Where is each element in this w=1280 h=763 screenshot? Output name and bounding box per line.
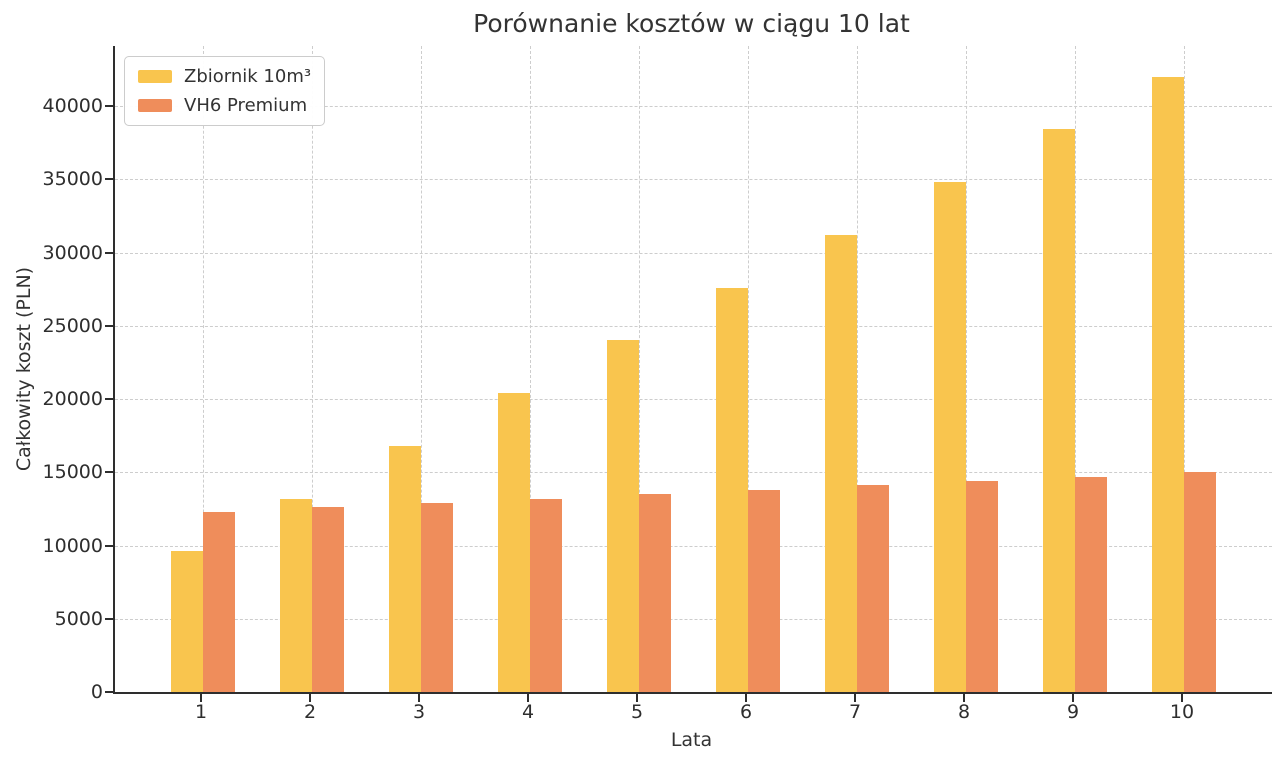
legend-label-vh6-premium: VH6 Premium <box>184 95 308 116</box>
bar-zbiornik-10m-year-10 <box>1152 76 1184 692</box>
x-tick-mark-8 <box>963 694 965 702</box>
y-tick-mark-0 <box>105 691 113 693</box>
x-axis-label: Lata <box>670 729 713 751</box>
y-tick-label-20000: 20000 <box>42 388 103 411</box>
x-tick-label-1: 1 <box>194 701 208 723</box>
x-tick-label-2: 2 <box>303 701 317 723</box>
y-tick-mark-10000 <box>105 544 113 547</box>
gridline-horizontal-35000 <box>115 179 1272 181</box>
legend-swatch-zbiornik-10m-icon <box>138 70 172 83</box>
bar-vh6-premium-year-3 <box>421 503 453 692</box>
x-tick-label-8: 8 <box>957 701 971 723</box>
gridline-horizontal-10000 <box>115 545 1272 547</box>
bar-zbiornik-10m-year-1 <box>171 551 203 692</box>
bar-vh6-premium-year-5 <box>639 494 671 692</box>
gridline-vertical-2 <box>312 46 313 692</box>
legend-item-zbiornik-10m: Zbiornik 10m³ <box>138 66 311 87</box>
y-tick-mark-20000 <box>105 398 113 401</box>
x-tick-label-9: 9 <box>1066 701 1080 723</box>
gridline-vertical-6 <box>748 46 749 692</box>
bar-zbiornik-10m-year-7 <box>825 234 857 692</box>
y-tick-mark-25000 <box>105 324 113 327</box>
x-tick-mark-3 <box>418 694 420 702</box>
gridline-vertical-7 <box>857 46 858 692</box>
x-tick-mark-10 <box>1181 694 1183 702</box>
bar-vh6-premium-year-4 <box>530 498 562 692</box>
gridline-vertical-8 <box>966 46 967 692</box>
bar-vh6-premium-year-9 <box>1075 476 1107 692</box>
x-tick-label-5: 5 <box>630 701 644 723</box>
bar-vh6-premium-year-1 <box>203 511 235 692</box>
bar-zbiornik-10m-year-9 <box>1043 129 1075 692</box>
x-tick-mark-7 <box>854 694 856 702</box>
bar-zbiornik-10m-year-5 <box>607 340 639 692</box>
y-tick-label-30000: 30000 <box>42 241 103 264</box>
bar-vh6-premium-year-2 <box>312 507 344 692</box>
y-tick-mark-15000 <box>105 471 113 474</box>
x-tick-mark-1 <box>200 694 202 702</box>
bar-vh6-premium-year-8 <box>966 481 998 692</box>
y-tick-label-35000: 35000 <box>42 168 103 191</box>
bar-zbiornik-10m-year-4 <box>498 393 530 692</box>
gridline-vertical-5 <box>639 46 640 692</box>
x-tick-label-10: 10 <box>1169 701 1195 723</box>
y-tick-mark-35000 <box>105 178 113 181</box>
y-axis-label: Całkowity koszt (PLN) <box>13 266 35 472</box>
bar-vh6-premium-year-6 <box>748 489 780 692</box>
x-tick-label-4: 4 <box>521 701 535 723</box>
legend-swatch-vh6-premium-icon <box>138 99 172 112</box>
gridline-vertical-4 <box>530 46 531 692</box>
legend-label-zbiornik-10m: Zbiornik 10m³ <box>184 66 312 87</box>
plot-area <box>113 46 1272 694</box>
y-tick-mark-40000 <box>105 105 113 108</box>
y-tick-label-25000: 25000 <box>42 314 103 337</box>
gridline-horizontal-30000 <box>115 252 1272 254</box>
gridline-vertical-10 <box>1184 46 1185 692</box>
gridline-horizontal-40000 <box>115 106 1272 108</box>
x-tick-mark-9 <box>1072 694 1074 702</box>
y-tick-label-40000: 40000 <box>42 95 103 118</box>
gridline-vertical-1 <box>203 46 204 692</box>
gridline-vertical-9 <box>1075 46 1076 692</box>
x-tick-mark-2 <box>309 694 311 702</box>
legend: Zbiornik 10m³ VH6 Premium <box>124 56 326 126</box>
bar-zbiornik-10m-year-3 <box>389 445 421 692</box>
gridline-horizontal-25000 <box>115 325 1272 327</box>
bar-zbiornik-10m-year-8 <box>934 182 966 692</box>
legend-item-vh6-premium: VH6 Premium <box>138 95 311 116</box>
bar-zbiornik-10m-year-2 <box>280 498 312 692</box>
y-tick-label-15000: 15000 <box>42 461 103 484</box>
y-tick-mark-30000 <box>105 251 113 254</box>
x-tick-label-3: 3 <box>412 701 426 723</box>
gridline-horizontal-5000 <box>115 618 1272 620</box>
y-tick-label-10000: 10000 <box>42 534 103 557</box>
x-tick-label-6: 6 <box>739 701 753 723</box>
gridline-vertical-3 <box>421 46 422 692</box>
chart-title: Porównanie kosztów w ciągu 10 lat <box>473 9 910 38</box>
gridline-horizontal-15000 <box>115 472 1272 474</box>
bar-vh6-premium-year-10 <box>1184 472 1216 692</box>
x-tick-mark-6 <box>745 694 747 702</box>
x-tick-mark-5 <box>636 694 638 702</box>
y-tick-label-0: 0 <box>90 681 103 703</box>
bar-zbiornik-10m-year-6 <box>716 287 748 692</box>
x-tick-label-7: 7 <box>848 701 862 723</box>
gridline-horizontal-20000 <box>115 399 1272 401</box>
x-tick-mark-4 <box>527 694 529 702</box>
y-tick-mark-5000 <box>105 617 113 620</box>
y-tick-label-5000: 5000 <box>54 607 103 630</box>
bar-vh6-premium-year-7 <box>857 485 889 692</box>
